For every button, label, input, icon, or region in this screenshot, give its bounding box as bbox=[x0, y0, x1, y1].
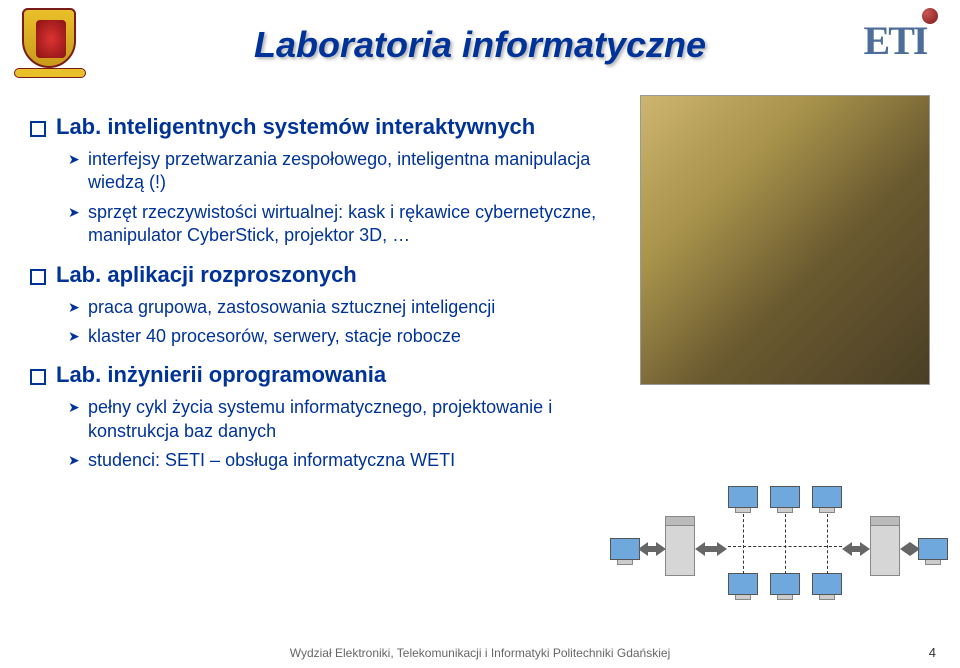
university-crest-logo bbox=[12, 8, 88, 76]
lab-photo bbox=[640, 95, 930, 385]
workstation-icon bbox=[728, 573, 758, 601]
bullet-item: pełny cykl życia systemu informatycznego… bbox=[68, 396, 620, 443]
server-icon bbox=[870, 516, 900, 576]
workstation-icon bbox=[812, 573, 842, 601]
connection-line bbox=[743, 514, 744, 574]
workstation-icon bbox=[610, 538, 640, 566]
eti-logo: ETI bbox=[850, 12, 940, 68]
bullet-item: studenci: SETI – obsługa informatyczna W… bbox=[68, 449, 620, 472]
workstation-icon bbox=[770, 486, 800, 514]
connection-line bbox=[785, 514, 786, 574]
content-area: Lab. inteligentnych systemów interaktywn… bbox=[0, 80, 960, 479]
bidirectional-arrow-icon bbox=[900, 544, 920, 554]
slide-title: Laboratoria informatyczne bbox=[254, 24, 706, 66]
page-number: 4 bbox=[929, 645, 936, 660]
bullet-item: klaster 40 procesorów, serwery, stacje r… bbox=[68, 325, 620, 348]
bullet-item: sprzęt rzeczywistości wirtualnej: kask i… bbox=[68, 201, 620, 248]
section-title-2: Lab. aplikacji rozproszonych bbox=[30, 262, 620, 288]
bidirectional-arrow-icon bbox=[695, 544, 727, 554]
bullet-item: interfejsy przetwarzania zespołowego, in… bbox=[68, 148, 620, 195]
section-title-1: Lab. inteligentnych systemów interaktywn… bbox=[30, 114, 620, 140]
text-column: Lab. inteligentnych systemów interaktywn… bbox=[30, 100, 630, 479]
header: Laboratoria informatyczne ETI bbox=[0, 0, 960, 80]
connection-line bbox=[827, 514, 828, 574]
bidirectional-arrow-icon bbox=[638, 544, 666, 554]
workstation-icon bbox=[918, 538, 948, 566]
workstation-icon bbox=[770, 573, 800, 601]
workstation-icon bbox=[728, 486, 758, 514]
workstation-icon bbox=[812, 486, 842, 514]
slide: Laboratoria informatyczne ETI Lab. intel… bbox=[0, 0, 960, 668]
section-title-3: Lab. inżynierii oprogramowania bbox=[30, 362, 620, 388]
image-column bbox=[630, 100, 930, 479]
bidirectional-arrow-icon bbox=[842, 544, 870, 554]
bullet-item: praca grupowa, zastosowania sztucznej in… bbox=[68, 296, 620, 319]
footer-text: Wydział Elektroniki, Telekomunikacji i I… bbox=[0, 646, 960, 660]
network-diagram bbox=[610, 468, 950, 628]
server-icon bbox=[665, 516, 695, 576]
